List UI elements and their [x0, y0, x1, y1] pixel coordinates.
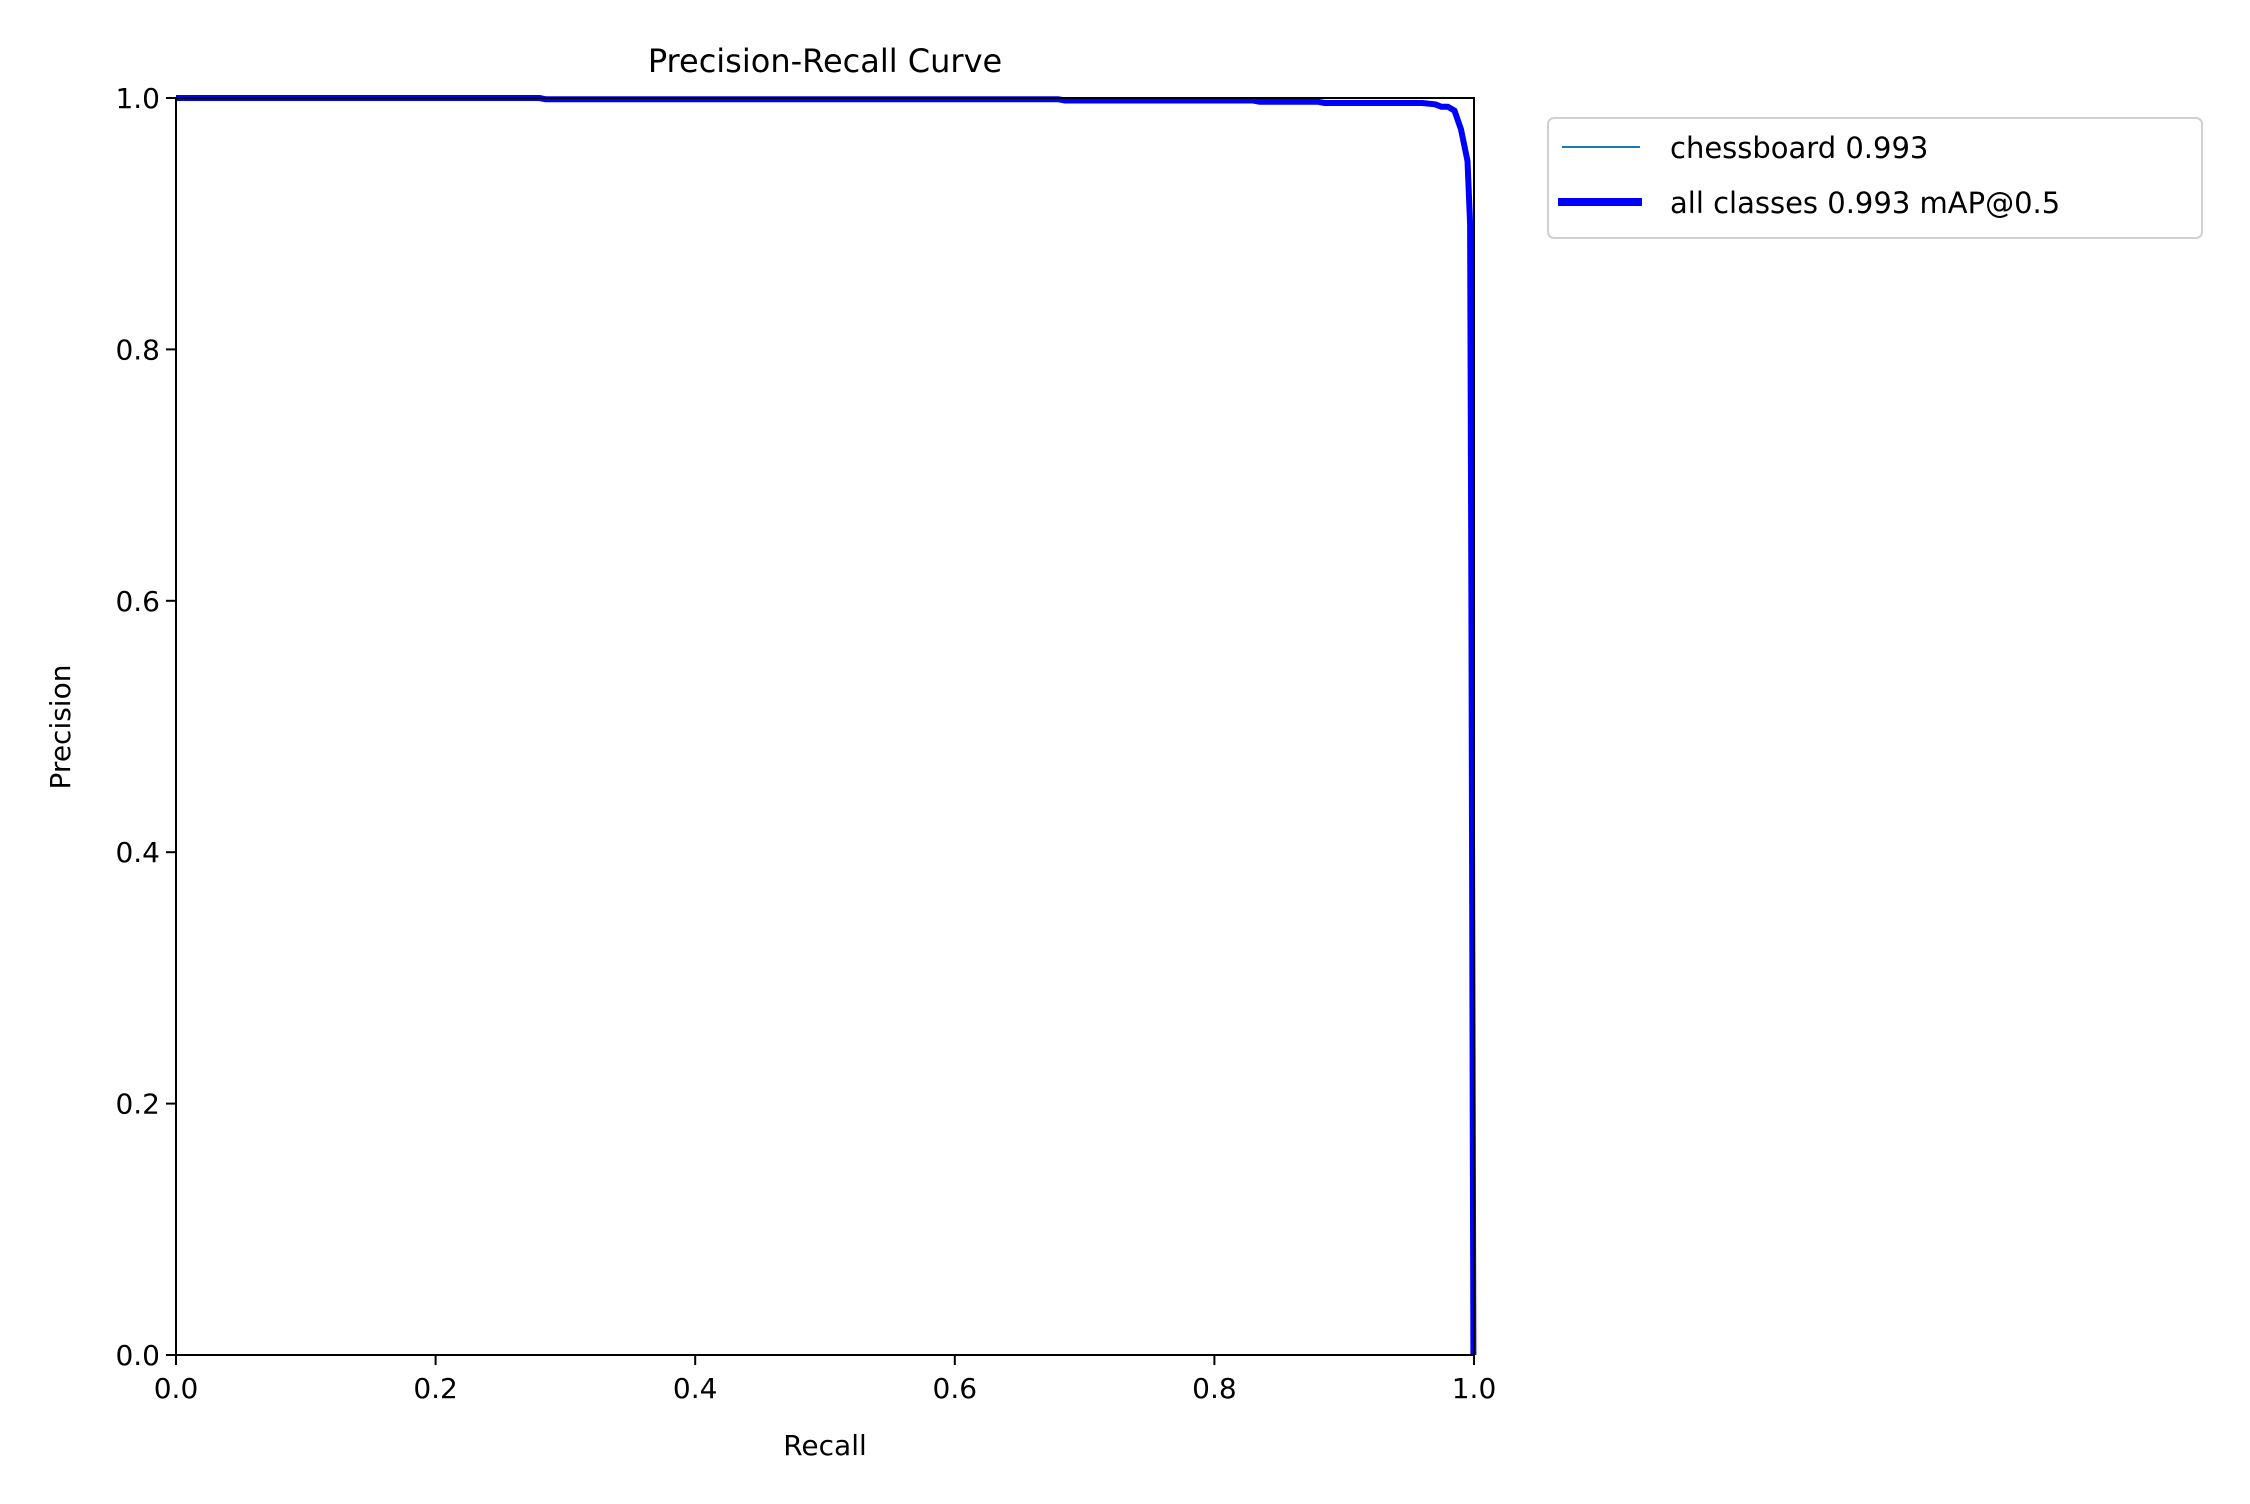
- x-axis-label: Recall: [783, 1429, 867, 1462]
- y-tick-label: 0.6: [115, 585, 160, 618]
- x-tick-label: 1.0: [1452, 1372, 1497, 1405]
- y-axis-label: Precision: [44, 665, 77, 790]
- legend-box: [1547, 117, 2203, 239]
- plot-frame: [175, 97, 1475, 1356]
- series-layer: [176, 95, 1477, 1356]
- series-line-all-classes: [176, 95, 1477, 1356]
- y-tick-label: 0.2: [115, 1088, 160, 1121]
- x-tick-label: 0.4: [673, 1372, 718, 1405]
- y-tick-label: 1.0: [115, 82, 160, 115]
- series-line-chessboard: [176, 97, 1475, 1356]
- y-tick-label: 0.8: [115, 333, 160, 366]
- legend-label-chessboard: chessboard 0.993: [1670, 131, 1928, 165]
- y-axis: 0.0 0.2 0.4 0.6 0.8 1.0: [115, 82, 176, 1372]
- legend-label-all-classes: all classes 0.993 mAP@0.5: [1670, 186, 2060, 220]
- x-tick-label: 0.2: [413, 1372, 458, 1405]
- x-tick-label: 0.0: [154, 1372, 199, 1405]
- x-tick-label: 0.6: [933, 1372, 978, 1405]
- x-axis: 0.0 0.2 0.4 0.6 0.8 1.0: [154, 1355, 1497, 1405]
- y-tick-label: 0.0: [115, 1339, 160, 1372]
- x-tick-label: 0.8: [1192, 1372, 1237, 1405]
- y-tick-label: 0.4: [115, 836, 160, 869]
- chart-title: Precision-Recall Curve: [648, 42, 1002, 80]
- legend: chessboard 0.993 all classes 0.993 mAP@0…: [1547, 117, 2203, 239]
